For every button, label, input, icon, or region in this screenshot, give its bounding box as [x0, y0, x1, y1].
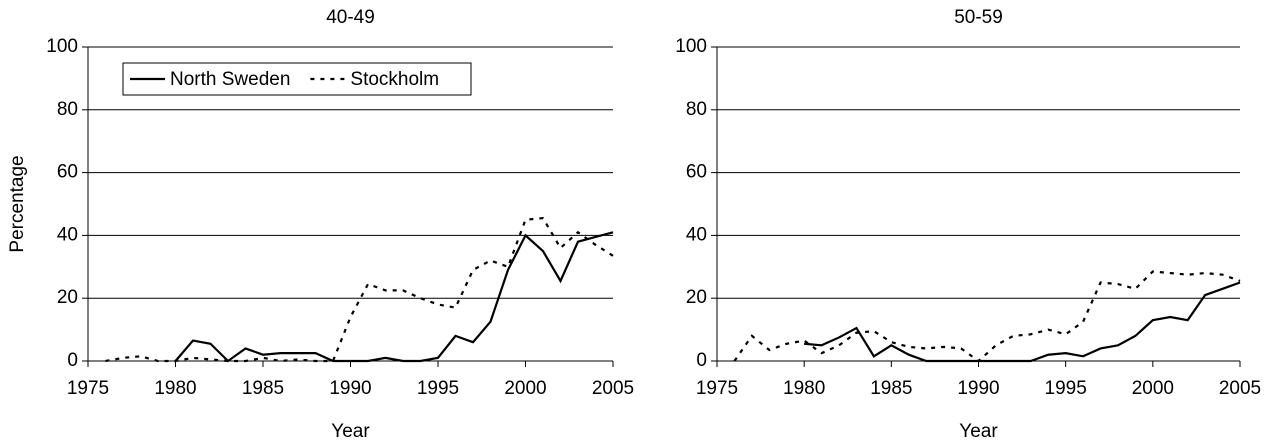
legend-box: [122, 62, 472, 96]
x-tick-label: 1985: [242, 378, 284, 399]
x-tick-label: 1980: [154, 378, 196, 399]
y-axis-label: Percentage: [7, 155, 28, 252]
y-tick-label: 100: [675, 36, 707, 57]
x-tick-label: 1990: [957, 378, 999, 399]
legend-label: Stockholm: [350, 69, 439, 90]
y-tick-label: 100: [46, 36, 78, 57]
y-tick-label: 60: [686, 162, 707, 183]
x-tick-label: 1985: [870, 378, 912, 399]
x-tick-label: 2000: [1132, 378, 1174, 399]
x-tick-label: 1995: [1045, 378, 1087, 399]
x-tick-label: 2000: [504, 378, 546, 399]
y-tick-label: 20: [57, 287, 78, 308]
y-tick-label: 80: [57, 99, 78, 120]
y-tick-label: 0: [696, 350, 707, 371]
chart-title: 40-49: [326, 7, 375, 28]
series-line: [174, 231, 614, 363]
series-line: [105, 216, 614, 363]
chart-title: 50-59: [954, 7, 1003, 28]
series-line: [804, 281, 1241, 363]
y-tick-label: 60: [57, 162, 78, 183]
x-tick-label: 1980: [783, 378, 825, 399]
y-tick-label: 40: [57, 224, 78, 245]
y-tick-label: 0: [67, 350, 78, 371]
y-tick-label: 20: [686, 287, 707, 308]
x-tick-label: 1975: [696, 378, 738, 399]
y-tick-label: 80: [686, 99, 707, 120]
x-tick-label: 1975: [67, 378, 109, 399]
x-axis-label: Year: [331, 421, 370, 442]
y-tick-label: 40: [686, 224, 707, 245]
series-line: [733, 270, 1241, 363]
x-tick-label: 1995: [417, 378, 459, 399]
x-tick-label: 2005: [592, 378, 634, 399]
x-tick-label: 2005: [1219, 378, 1261, 399]
x-tick-label: 1990: [329, 378, 371, 399]
legend-label: North Sweden: [170, 69, 290, 90]
x-axis-label: Year: [959, 421, 998, 442]
